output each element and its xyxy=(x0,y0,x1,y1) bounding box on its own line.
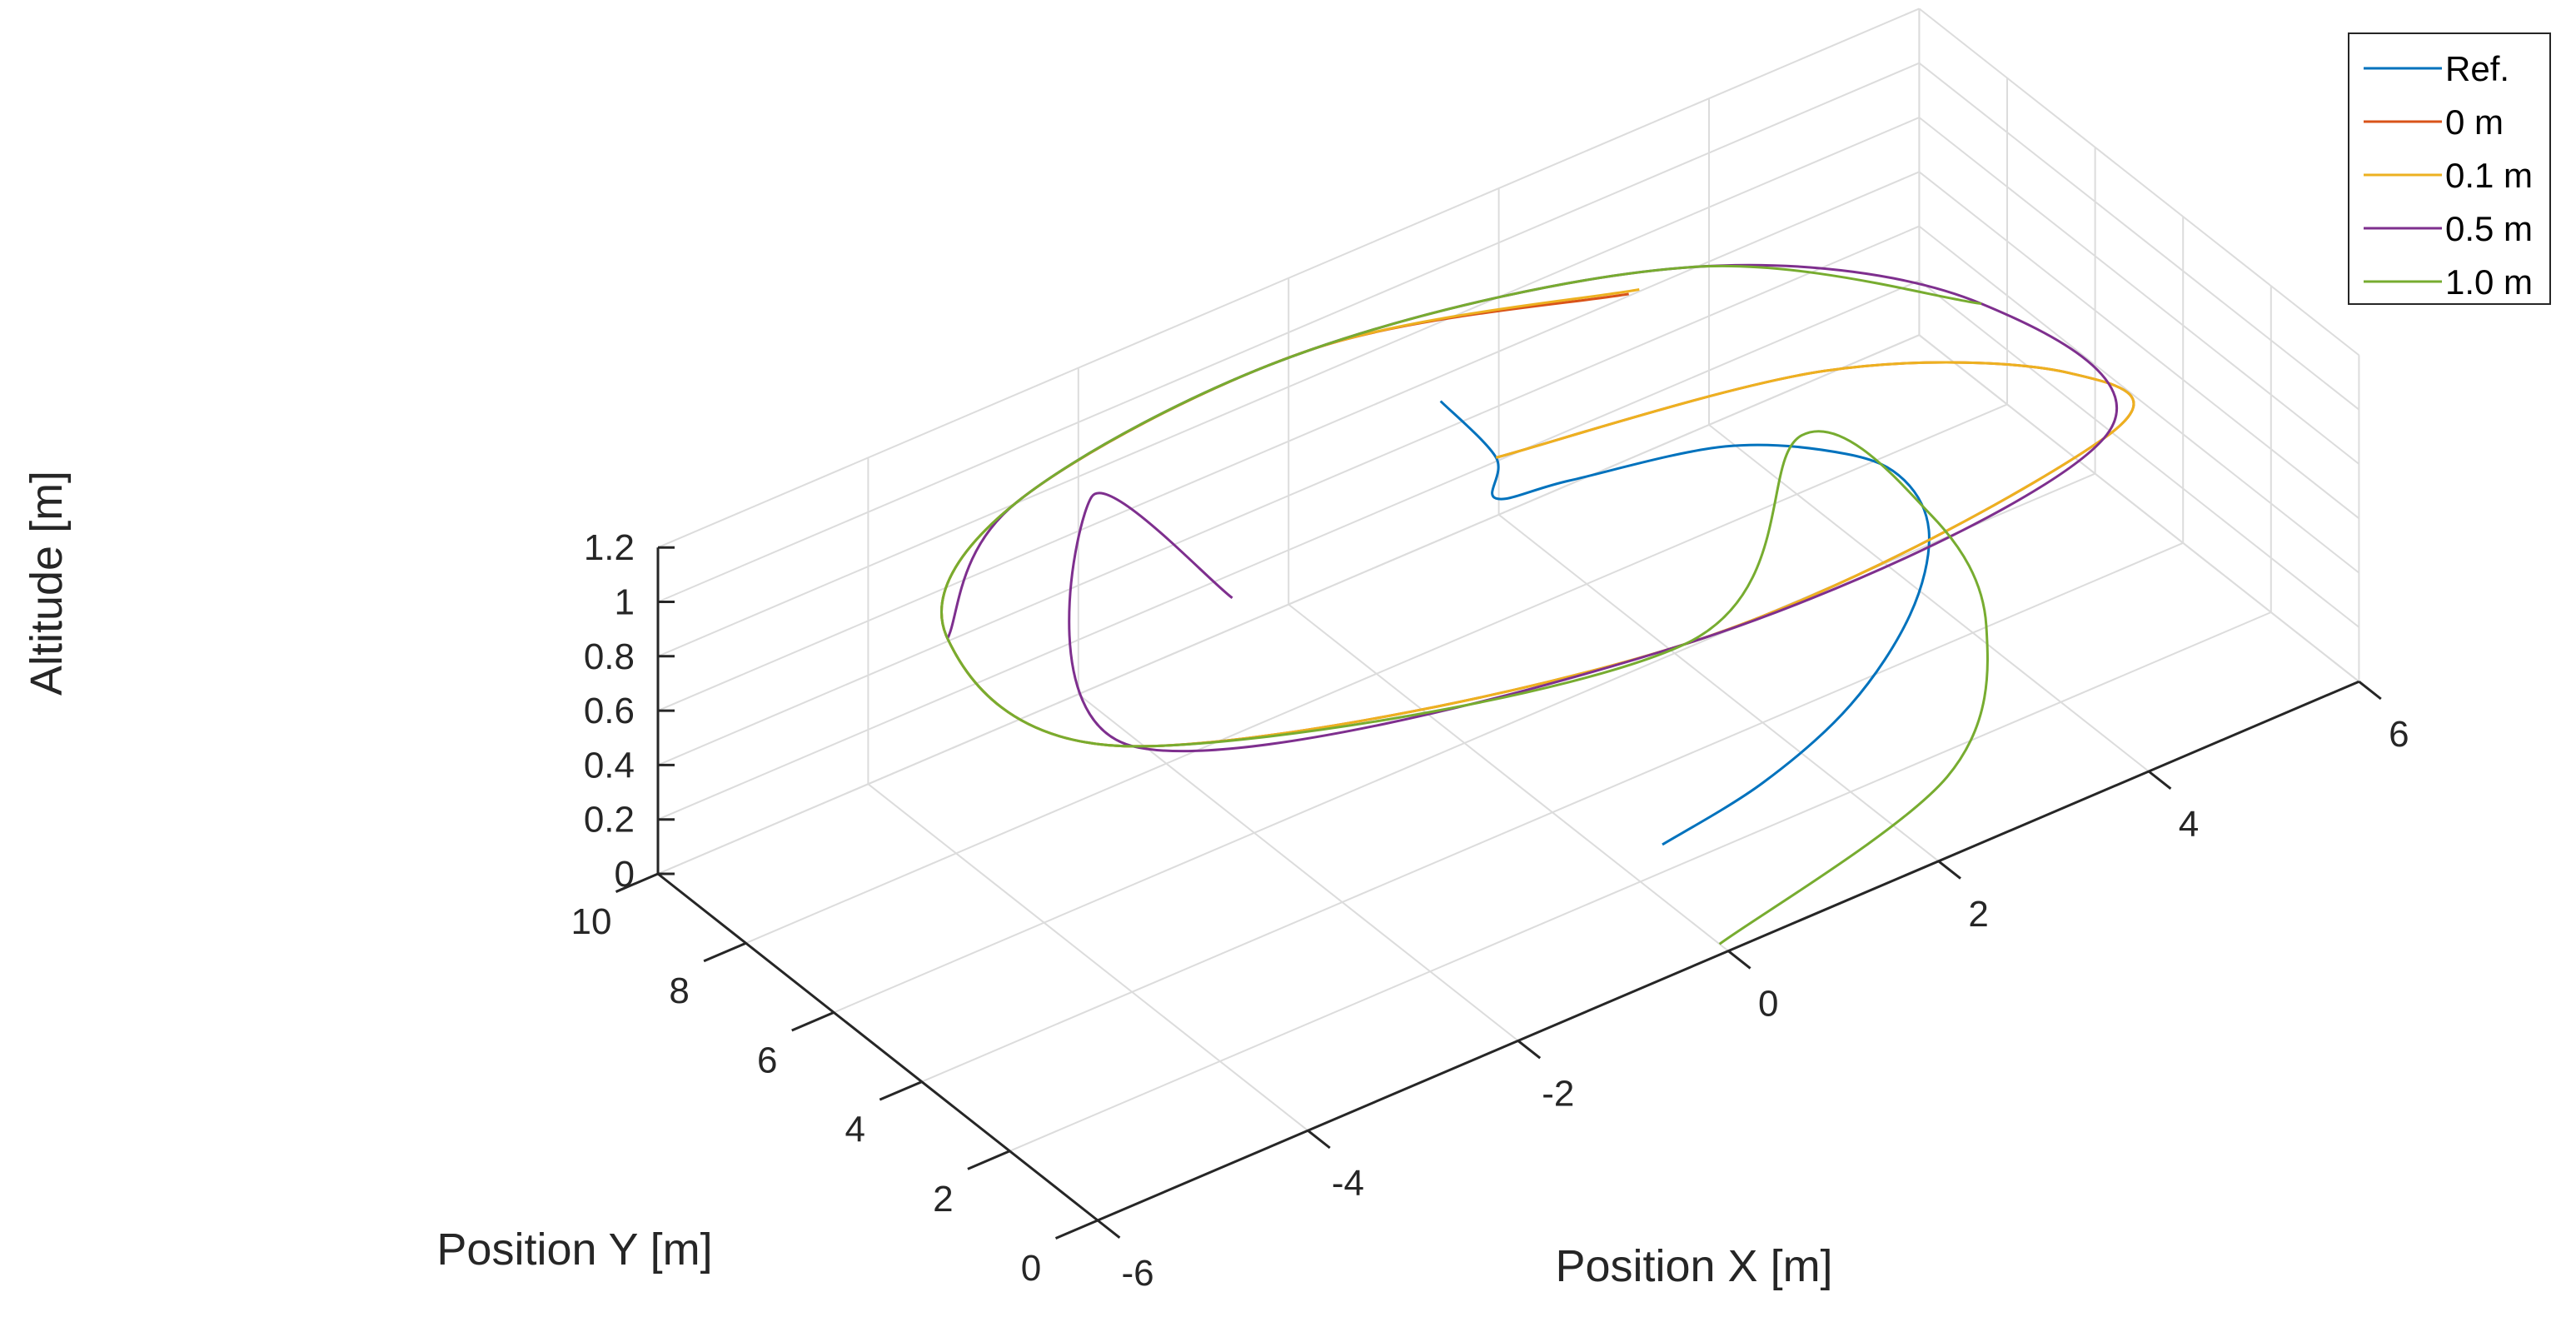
y-tick-mark xyxy=(879,1080,923,1101)
x-tick-label: 2 xyxy=(1968,894,1988,935)
grid-line xyxy=(745,403,2008,945)
x-tick-label: -4 xyxy=(1332,1163,1364,1204)
grid-line xyxy=(867,783,1309,1131)
legend-label: 0.5 m xyxy=(2445,209,2533,248)
z-tick-label: 0.8 xyxy=(584,636,635,677)
grid-lines xyxy=(657,7,2360,1221)
z-tick-label: 0.2 xyxy=(584,800,635,841)
grid-line xyxy=(1009,611,2272,1152)
z-tick-label: 0.4 xyxy=(584,745,635,786)
y-tick-label: 0 xyxy=(1021,1248,1041,1289)
y-axis-title: Position Y [m] xyxy=(436,1225,712,1275)
series-lines xyxy=(940,263,2135,945)
x-tick-mark xyxy=(1937,860,1961,880)
legend: Ref. 0 m 0.1 m 0.5 m 1.0 m xyxy=(2348,32,2551,305)
grid-line xyxy=(657,171,1920,712)
y-tick-label: 10 xyxy=(571,901,612,942)
y-tick-mark xyxy=(615,872,659,893)
grid-line xyxy=(1918,62,2360,411)
grid-line xyxy=(657,334,1920,875)
grid-line xyxy=(1078,693,1519,1042)
grid-line xyxy=(657,225,1920,766)
y-tick-label: 4 xyxy=(845,1110,865,1150)
grid-line xyxy=(1918,117,2360,465)
x-tick-label: 0 xyxy=(1758,984,1778,1025)
x-tick-mark xyxy=(1517,1040,1542,1060)
z-tick-label: 0.6 xyxy=(584,691,635,731)
x-tick-label: 6 xyxy=(2389,714,2409,755)
z-axis-title: Altitude [m] xyxy=(22,471,72,696)
y-tick-label: 8 xyxy=(669,970,689,1011)
z-tick-label: 1.2 xyxy=(584,527,635,568)
x-tick-mark xyxy=(1307,1130,1331,1150)
grid-line xyxy=(1288,603,1729,952)
legend-label: 1.0 m xyxy=(2445,262,2533,302)
grid-line xyxy=(1708,424,2150,772)
grid-line xyxy=(1918,171,2360,520)
grid-line xyxy=(1918,280,2360,628)
series-line-0 xyxy=(1439,400,1931,846)
z-tick-label: 0 xyxy=(615,854,635,895)
z-tick-label: 1 xyxy=(615,582,635,623)
legend-box xyxy=(2348,32,2551,305)
x-tick-label: 4 xyxy=(2179,804,2199,845)
x-tick-mark xyxy=(2358,681,2382,701)
y-axis-line xyxy=(657,872,1099,1222)
series-line-4 xyxy=(940,264,1989,945)
grid-line xyxy=(657,7,1920,549)
y-tick-mark xyxy=(791,1011,835,1032)
y-tick-mark xyxy=(1054,1219,1099,1240)
series-line-2 xyxy=(940,288,2135,748)
grid-line xyxy=(833,472,2095,1014)
x-tick-mark xyxy=(1097,1219,1121,1239)
y-tick-label: 2 xyxy=(933,1179,953,1220)
grid-line xyxy=(1918,334,2360,682)
grid-line xyxy=(1497,514,1940,862)
grid-line xyxy=(1918,225,2360,574)
y-tick-label: 6 xyxy=(757,1040,777,1080)
x-tick-label: -6 xyxy=(1121,1253,1153,1294)
x-axis-title: Position X [m] xyxy=(1555,1241,1832,1291)
y-tick-mark xyxy=(967,1150,1010,1170)
grid-line xyxy=(657,117,1920,657)
x-tick-mark xyxy=(2148,770,2172,790)
legend-label: 0 m xyxy=(2445,102,2504,142)
y-tick-mark xyxy=(703,941,747,963)
x-tick-mark xyxy=(1727,950,1751,970)
legend-label: Ref. xyxy=(2445,49,2509,88)
x-tick-label: -2 xyxy=(1542,1073,1574,1114)
grid-line xyxy=(657,62,1920,603)
grid-line xyxy=(1918,7,2360,357)
grid-line xyxy=(921,541,2184,1083)
legend-label: 0.1 m xyxy=(2445,156,2533,195)
grid-line xyxy=(657,279,1920,821)
axes xyxy=(615,546,2382,1240)
